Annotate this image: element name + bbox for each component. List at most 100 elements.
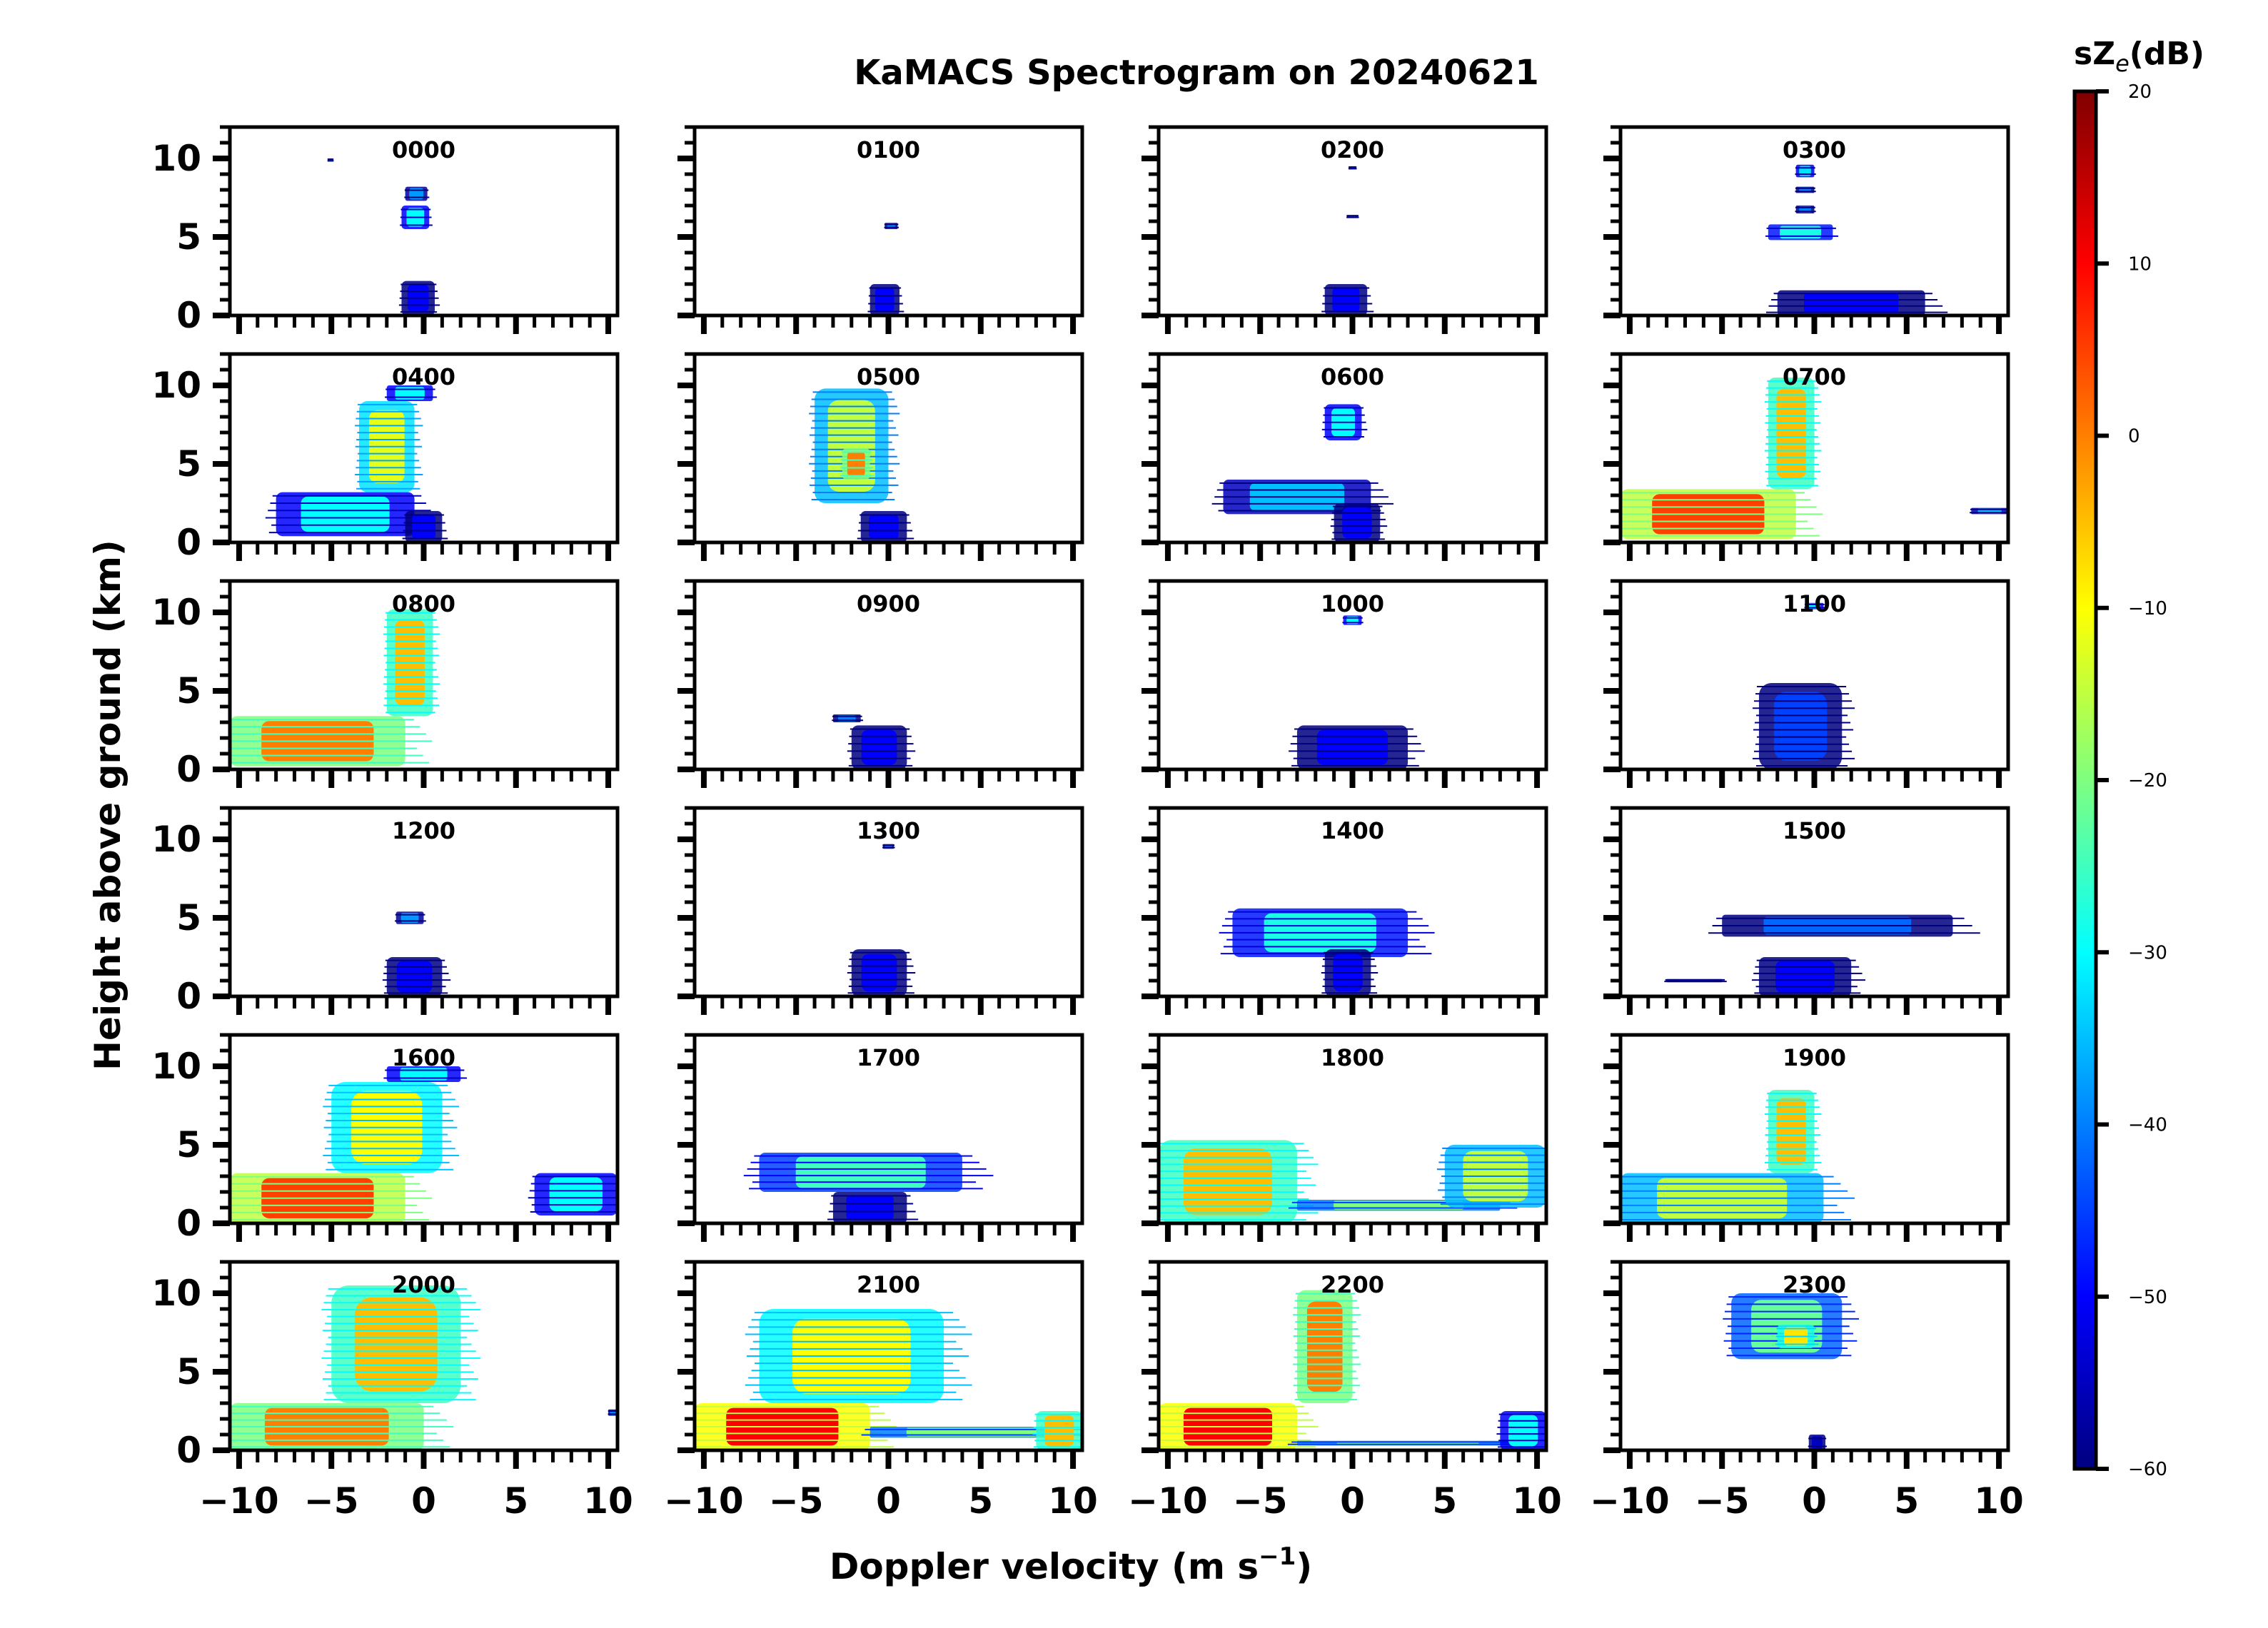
y-tick-label: 5	[176, 216, 201, 258]
colorbar-tick-label: −30	[2128, 942, 2167, 964]
echo-core	[1775, 961, 1835, 993]
panel-0500: 0500	[677, 352, 1084, 561]
colorbar: sZe(dB) 20 10 0 −10 −20 −30 −40 −50 −60	[2072, 36, 2204, 1480]
echo-core	[1811, 1436, 1823, 1449]
panel-data	[382, 911, 451, 996]
panel-title: 1400	[1321, 817, 1384, 844]
y-tick-label: 0	[176, 749, 201, 790]
panel-data	[1289, 615, 1425, 769]
echo-core	[395, 387, 425, 400]
panel-0300: 0300	[1603, 125, 2010, 334]
panel-data	[230, 1285, 618, 1450]
y-tick-label: 10	[151, 365, 201, 406]
panel-data	[1621, 1090, 1855, 1223]
panel-title: 0100	[857, 136, 920, 163]
y-tick-label: 10	[151, 592, 201, 633]
y-tick-label: 5	[176, 1124, 201, 1166]
panel-title: 1300	[857, 817, 920, 844]
x-tick-label: −10	[199, 1480, 278, 1522]
panel-data	[1621, 378, 2008, 540]
colorbar-gradient	[2072, 89, 2098, 1471]
panel-data	[695, 1309, 1082, 1450]
y-tick-label: 5	[176, 443, 201, 485]
panel-0200: 0200	[1141, 125, 1548, 334]
panel-title: 1900	[1783, 1044, 1846, 1071]
panel-2100: 2100 −10 −5 0 5 10	[664, 1260, 1098, 1522]
y-tick-label: 5	[176, 670, 201, 712]
echo-core	[795, 1156, 926, 1188]
panel-0700: 0700	[1603, 352, 2010, 561]
panel-data	[230, 1066, 618, 1223]
y-tick-label: 10	[151, 1273, 201, 1314]
panel-data	[230, 609, 440, 767]
x-axis-label-main: Doppler velocity (m s	[830, 1546, 1259, 1587]
colorbar-tick-label: 10	[2128, 253, 2152, 275]
figure-title: KaMACS Spectrogram on 20240621	[854, 53, 1539, 93]
panel-data	[1765, 164, 1948, 315]
colorbar-label: sZe(dB)	[2074, 36, 2204, 77]
colorbar-label-main: sZ	[2074, 36, 2115, 72]
echo-core	[846, 1195, 894, 1220]
echo-core	[1773, 692, 1828, 761]
x-tick-label: 5	[968, 1480, 993, 1522]
panel-0600: 0600	[1141, 352, 1548, 561]
panel-2300: 2300 −10 −5 0 5 10	[1590, 1260, 2024, 1522]
y-tick-label: 5	[176, 1351, 201, 1392]
panel-1200: 1200 0 5 10	[151, 806, 620, 1017]
panel-1300: 1300	[677, 806, 1084, 1015]
x-tick-label: 5	[1894, 1480, 1919, 1522]
panel-data	[1664, 914, 1980, 996]
echo-core	[301, 496, 390, 532]
echo-core	[875, 287, 894, 313]
panel-data	[809, 388, 914, 542]
echo-core	[847, 451, 865, 477]
panel-data	[327, 158, 440, 315]
colorbar-tick-label: −60	[2128, 1459, 2167, 1480]
panel-data	[1321, 166, 1374, 315]
echo-core	[549, 1177, 603, 1212]
panel-title: 1700	[857, 1044, 920, 1071]
y-axis-label: Height above ground (km)	[87, 540, 128, 1071]
echo-core	[396, 961, 433, 993]
panel-title: 1000	[1321, 590, 1384, 617]
echo-core	[1316, 729, 1388, 765]
panel-1400: 1400	[1141, 806, 1548, 1015]
panel-data	[1723, 1293, 1860, 1450]
panel-title: 0500	[857, 363, 920, 390]
panel-title: 1200	[392, 817, 455, 844]
x-tick-label: 0	[411, 1480, 436, 1522]
x-tick-label: −5	[1233, 1480, 1288, 1522]
panel-data	[265, 385, 448, 542]
y-tick-label: 0	[176, 522, 201, 563]
panel-data	[1211, 404, 1393, 542]
x-tick-label: −10	[1128, 1480, 1207, 1522]
panel-1600: 1600 0 5 10	[151, 1033, 620, 1244]
panel-0800: 0800 0 5 10	[151, 579, 620, 790]
panel-title: 0300	[1783, 136, 1846, 163]
echo-core	[411, 514, 436, 540]
panel-data	[1753, 602, 1855, 769]
x-axis-label-close: )	[1296, 1546, 1312, 1587]
panel-2000: 2000 0 5 10 −10 −5 0 5 10	[151, 1260, 633, 1522]
panel-data	[743, 1153, 994, 1223]
x-tick-label: 0	[1340, 1480, 1365, 1522]
x-tick-label: 10	[1974, 1480, 2024, 1522]
x-tick-label: 0	[876, 1480, 901, 1522]
panel-1900: 1900	[1603, 1033, 2010, 1242]
x-tick-label: 0	[1802, 1480, 1827, 1522]
colorbar-tick-label: −40	[2128, 1115, 2167, 1136]
panel-data	[832, 714, 916, 769]
panel-0100: 0100	[677, 125, 1084, 334]
echo-core	[861, 729, 897, 765]
panel-title: 0200	[1321, 136, 1384, 163]
y-tick-label: 0	[176, 1430, 201, 1471]
panel-1800: 1800	[1141, 1033, 1548, 1242]
panel-title: 1600	[392, 1044, 455, 1071]
y-tick-label: 0	[176, 1203, 201, 1244]
panel-title: 2000	[392, 1271, 455, 1298]
x-tick-label: −10	[664, 1480, 743, 1522]
x-tick-label: 5	[503, 1480, 528, 1522]
panel-title: 0900	[857, 590, 920, 617]
